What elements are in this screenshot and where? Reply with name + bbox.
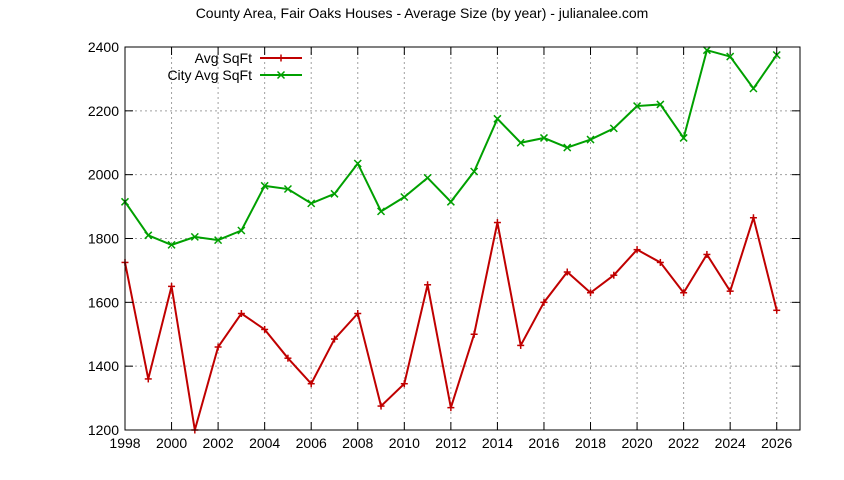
y-tick-label: 1800: [88, 231, 119, 247]
x-tick-label: 1998: [109, 435, 140, 451]
data-point: [656, 258, 664, 266]
data-point: [307, 380, 315, 388]
chart-title: County Area, Fair Oaks Houses - Average …: [196, 5, 649, 21]
data-point: [400, 380, 408, 388]
data-point: [400, 192, 409, 202]
x-tick-label: 2022: [668, 435, 699, 451]
data-point: [773, 306, 781, 314]
x-tick-label: 2000: [156, 435, 187, 451]
y-tick-label: 2400: [88, 39, 119, 55]
data-point: [749, 214, 757, 222]
data-point: [610, 271, 618, 279]
data-point: [214, 236, 223, 245]
data-point: [330, 335, 338, 343]
x-tick-label: 2006: [296, 435, 327, 451]
x-tick-label: 2014: [482, 435, 513, 451]
x-tick-label: 2016: [528, 435, 559, 451]
data-point: [493, 114, 502, 123]
legend-marker: [277, 54, 285, 62]
data-point: [633, 246, 641, 254]
data-point: [284, 354, 292, 362]
data-point: [587, 289, 595, 297]
data-point: [377, 207, 386, 216]
x-tick-label: 2008: [342, 435, 373, 451]
data-point: [679, 133, 688, 142]
x-tick-label: 2010: [389, 435, 420, 451]
data-point: [609, 124, 618, 133]
data-point: [307, 199, 316, 208]
y-tick-label: 1400: [88, 358, 119, 374]
y-tick-label: 2200: [88, 103, 119, 119]
data-point: [539, 133, 548, 142]
data-point: [702, 46, 711, 55]
data-point: [168, 282, 176, 290]
data-point: [144, 231, 153, 240]
x-tick-label: 2004: [249, 435, 280, 451]
data-point: [237, 226, 246, 235]
data-point: [749, 84, 758, 93]
y-tick-label: 2000: [88, 167, 119, 183]
legend-label: Avg SqFt: [195, 50, 252, 66]
legend-marker: [276, 70, 286, 80]
data-point: [680, 289, 688, 297]
data-point: [516, 138, 525, 147]
data-point: [261, 325, 269, 333]
data-point: [144, 375, 152, 383]
x-tick-label: 2026: [761, 435, 792, 451]
data-point: [563, 143, 572, 152]
data-point: [424, 281, 432, 289]
data-point: [540, 298, 548, 306]
data-point: [493, 219, 501, 227]
data-point: [377, 402, 385, 410]
data-point: [656, 100, 665, 109]
x-tick-label: 2020: [621, 435, 652, 451]
data-point: [353, 159, 362, 168]
x-tick-label: 2024: [715, 435, 746, 451]
data-point: [423, 173, 432, 182]
data-point: [633, 102, 642, 111]
data-point: [260, 181, 269, 190]
data-point: [190, 232, 199, 241]
data-point: [726, 52, 735, 61]
data-point: [354, 310, 362, 318]
data-point: [703, 250, 711, 258]
x-tick-label: 2002: [203, 435, 234, 451]
data-point: [517, 341, 525, 349]
data-point: [167, 240, 176, 249]
data-point: [214, 343, 222, 351]
legend-label: City Avg SqFt: [167, 67, 252, 83]
data-point: [470, 167, 479, 176]
data-point: [237, 310, 245, 318]
data-point: [447, 404, 455, 412]
x-tick-label: 2018: [575, 435, 606, 451]
data-point: [446, 197, 455, 206]
axis-ticks: 1200 1400 1600 1800 2000 2200 2400 1998 2000 2002…: [88, 39, 800, 451]
y-tick-label: 1600: [88, 294, 119, 310]
data-point: [470, 330, 478, 338]
x-tick-label: 2012: [435, 435, 466, 451]
data-point: [330, 189, 339, 198]
series-layer: [120, 46, 781, 434]
data-point: [283, 184, 292, 194]
data-point: [586, 135, 595, 144]
y-tick-label: 1200: [88, 422, 119, 438]
data-point: [726, 287, 734, 295]
grid-lines: [125, 47, 800, 430]
data-point: [563, 268, 571, 276]
